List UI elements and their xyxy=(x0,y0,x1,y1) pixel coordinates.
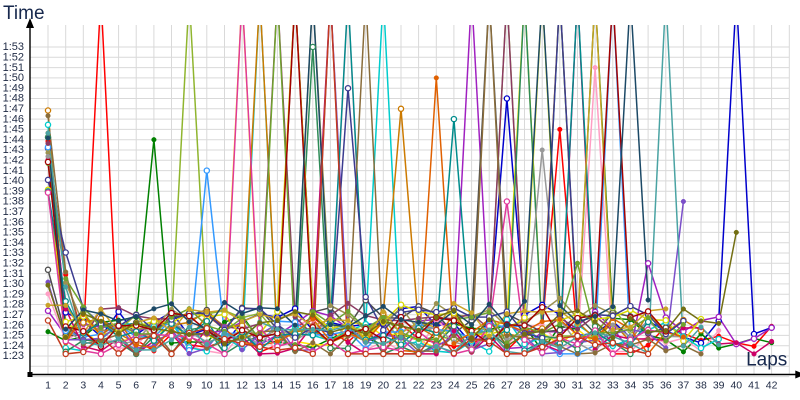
svg-text:17: 17 xyxy=(325,380,337,392)
svg-text:10: 10 xyxy=(201,380,213,392)
svg-text:1: 1 xyxy=(45,380,51,392)
svg-text:3: 3 xyxy=(80,380,86,392)
svg-text:16: 16 xyxy=(307,380,319,392)
svg-text:42: 42 xyxy=(766,380,778,392)
svg-text:39: 39 xyxy=(713,380,725,392)
svg-text:Laps: Laps xyxy=(746,350,787,371)
svg-text:11: 11 xyxy=(219,380,230,392)
svg-text:18: 18 xyxy=(342,380,354,392)
svg-text:28: 28 xyxy=(519,380,531,392)
svg-text:26: 26 xyxy=(483,380,495,392)
svg-text:40: 40 xyxy=(730,380,742,392)
svg-text:33: 33 xyxy=(607,380,619,392)
svg-text:8: 8 xyxy=(169,380,175,392)
svg-text:38: 38 xyxy=(695,380,707,392)
svg-text:13: 13 xyxy=(254,380,266,392)
svg-text:12: 12 xyxy=(236,380,248,392)
svg-text:25: 25 xyxy=(466,380,478,392)
svg-text:34: 34 xyxy=(625,380,637,392)
svg-text:9: 9 xyxy=(186,380,192,392)
svg-text:37: 37 xyxy=(678,380,690,392)
svg-text:23: 23 xyxy=(430,380,442,392)
svg-text:36: 36 xyxy=(660,380,672,392)
svg-text:7: 7 xyxy=(151,380,157,392)
svg-text:31: 31 xyxy=(572,380,584,392)
svg-text:22: 22 xyxy=(413,380,425,392)
svg-text:14: 14 xyxy=(272,380,284,392)
svg-text:24: 24 xyxy=(448,380,460,392)
svg-text:30: 30 xyxy=(554,380,566,392)
svg-text:32: 32 xyxy=(589,380,601,392)
svg-text:29: 29 xyxy=(536,380,548,392)
svg-text:2: 2 xyxy=(63,380,69,392)
svg-text:41: 41 xyxy=(748,380,760,392)
svg-text:1:23: 1:23 xyxy=(3,350,24,362)
svg-text:20: 20 xyxy=(377,380,389,392)
svg-text:15: 15 xyxy=(289,380,301,392)
svg-text:27: 27 xyxy=(501,380,513,392)
svg-text:35: 35 xyxy=(642,380,654,392)
svg-text:19: 19 xyxy=(360,380,372,392)
svg-text:5: 5 xyxy=(116,380,122,392)
svg-text:21: 21 xyxy=(395,380,407,392)
svg-text:Time: Time xyxy=(3,3,45,24)
svg-text:6: 6 xyxy=(133,380,139,392)
svg-text:4: 4 xyxy=(98,380,104,392)
